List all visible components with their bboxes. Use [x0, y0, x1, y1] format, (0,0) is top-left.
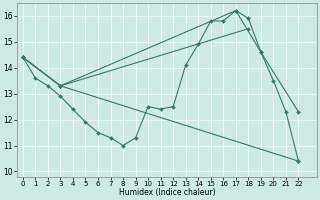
X-axis label: Humidex (Indice chaleur): Humidex (Indice chaleur): [119, 188, 215, 197]
